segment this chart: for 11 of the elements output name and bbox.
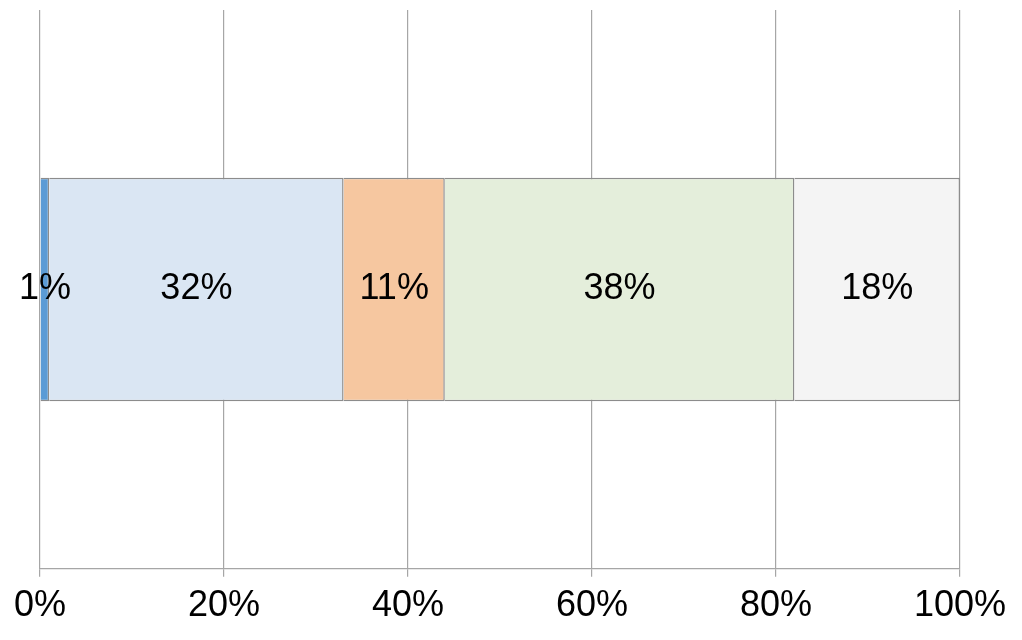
data-label: 18%: [841, 266, 914, 308]
x-tick-label: 20%: [187, 583, 261, 625]
data-label: 11%: [359, 266, 429, 308]
x-tick-label: 0%: [13, 583, 67, 625]
data-label: 1%: [18, 266, 71, 308]
data-label: 38%: [583, 266, 656, 308]
x-tick-label: 60%: [555, 583, 629, 625]
x-tick-label: 80%: [739, 583, 813, 625]
x-tick-label: 100%: [913, 583, 1007, 625]
data-label: 32%: [160, 266, 233, 308]
x-tick-label: 40%: [371, 583, 445, 625]
